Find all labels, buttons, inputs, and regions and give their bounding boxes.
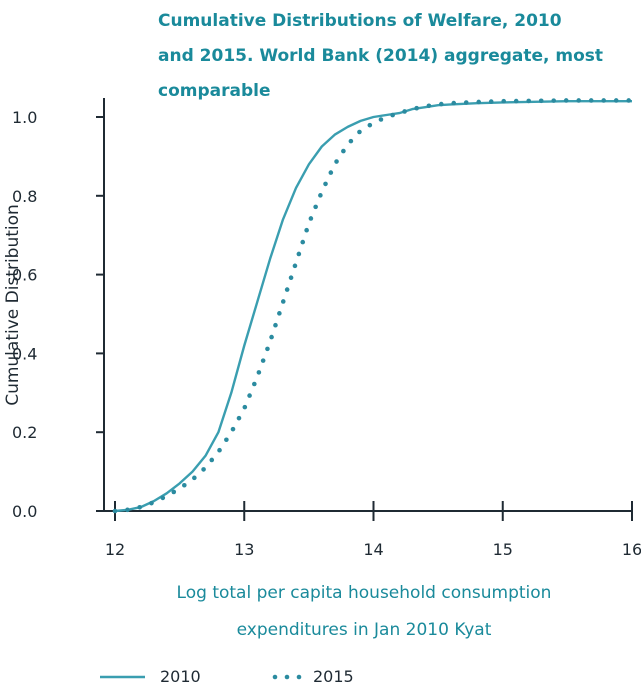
y-tick-label-0: 0.0 xyxy=(12,502,37,521)
series-2015-point-21 xyxy=(273,322,278,328)
legend: 2010 2015 xyxy=(100,667,354,686)
series-2015-point-35 xyxy=(334,159,339,164)
series-2015-point-60 xyxy=(626,98,632,103)
y-tick-label-1: 0.2 xyxy=(12,423,37,442)
series-2015-point-52 xyxy=(526,98,532,104)
series-2015-point-47 xyxy=(463,100,469,105)
legend-swatch-2015 xyxy=(272,674,302,680)
x-axis-label-line-1: Log total per capita household consumpti… xyxy=(177,583,552,603)
chart-title-line-1: Cumulative Distributions of Welfare, 201… xyxy=(158,11,562,31)
series-2015-point-15 xyxy=(247,393,252,398)
series-2015-point-45 xyxy=(438,101,444,107)
series-2015-point-49 xyxy=(488,99,494,104)
x-tick-label-4: 16 xyxy=(622,540,641,559)
series-2015-point-13 xyxy=(236,415,242,421)
series-2015-point-53 xyxy=(538,98,544,104)
series-2015-point-57 xyxy=(588,98,594,103)
series-2015-point-39 xyxy=(367,122,373,128)
series-2015-point-8 xyxy=(201,467,206,472)
x-tick-label-0: 12 xyxy=(105,540,125,559)
series-2015-point-48 xyxy=(476,99,482,105)
series-2015-point-3 xyxy=(149,500,154,506)
series-2015-point-37 xyxy=(348,138,354,144)
y-tick-label-5: 1.0 xyxy=(12,108,37,127)
series-2015-point-18 xyxy=(260,358,266,363)
series-2015-point-40 xyxy=(378,117,384,122)
x-axis-label-line-2: expenditures in Jan 2010 Kyat xyxy=(237,620,492,640)
series-2015-point-14 xyxy=(242,404,248,410)
series-2015-point-20 xyxy=(269,334,274,340)
series-2015-point-17 xyxy=(256,370,262,375)
series-2015-point-26 xyxy=(292,263,298,269)
series-2015-point-2 xyxy=(137,505,142,510)
series-2015-point-38 xyxy=(357,129,362,135)
series-2010-line xyxy=(114,100,632,513)
y-tick-label-2: 0.4 xyxy=(12,344,37,363)
series-2015-point-10 xyxy=(217,447,222,453)
series-2015-point-1 xyxy=(125,507,130,513)
plot-area: 0.0 0.2 0.4 0.6 0.8 1.0 12 13 14 15 16 xyxy=(12,98,641,559)
x-tick-label-2: 14 xyxy=(363,540,383,559)
series-2015-point-46 xyxy=(451,100,457,106)
chart-title-line-3: comparable xyxy=(158,81,271,101)
series-2015-point-59 xyxy=(613,98,619,103)
series-2015-point-34 xyxy=(328,170,334,175)
series-2015-point-36 xyxy=(341,148,346,154)
series-2015-point-29 xyxy=(304,227,309,233)
y-axis-label: Cumulative Distribution xyxy=(3,204,23,406)
series-2015-point-9 xyxy=(209,457,215,463)
series-2015-point-24 xyxy=(284,287,290,292)
series-2015-point-27 xyxy=(296,251,302,257)
series-2015-point-32 xyxy=(318,193,323,198)
series-2015-point-56 xyxy=(576,98,582,103)
series-2015-point-44 xyxy=(426,103,432,109)
series-2015-point-6 xyxy=(182,482,187,488)
series-2015-point-0 xyxy=(112,508,118,514)
y-tick-label-4: 0.8 xyxy=(12,187,37,206)
series-2015-point-55 xyxy=(563,98,569,103)
series-2015-point-7 xyxy=(192,475,197,481)
series-2015-point-4 xyxy=(160,495,166,501)
series-2015-point-12 xyxy=(230,426,236,432)
series-2015-point-23 xyxy=(280,299,286,304)
series-2015-point-54 xyxy=(551,98,557,103)
series-2015-point-41 xyxy=(390,112,395,118)
series-2015-point-50 xyxy=(501,98,507,104)
x-tick-label-3: 15 xyxy=(493,540,513,559)
series-2015-point-31 xyxy=(313,204,318,210)
series-2015-point-5 xyxy=(171,489,177,495)
legend-label-2015: 2015 xyxy=(313,667,354,686)
series-2015-point-30 xyxy=(308,216,314,221)
legend-label-2010: 2010 xyxy=(160,667,201,686)
series-2015-point-43 xyxy=(414,105,419,111)
series-2015-point-33 xyxy=(323,181,328,187)
series-2015-point-19 xyxy=(265,346,270,352)
series-2015-point-11 xyxy=(224,437,229,443)
series-2015-point-58 xyxy=(601,98,607,103)
series-2015-point-28 xyxy=(300,239,306,245)
series-2015-point-16 xyxy=(252,381,257,387)
series-2015-point-22 xyxy=(277,311,282,316)
y-tick-label-3: 0.6 xyxy=(12,266,37,285)
series-2015-point-25 xyxy=(288,275,294,280)
series-2015-point-51 xyxy=(513,98,519,104)
series-2015-point-42 xyxy=(402,109,407,114)
x-tick-label-1: 13 xyxy=(234,540,254,559)
chart-title-line-2: and 2015. World Bank (2014) aggregate, m… xyxy=(158,46,603,66)
